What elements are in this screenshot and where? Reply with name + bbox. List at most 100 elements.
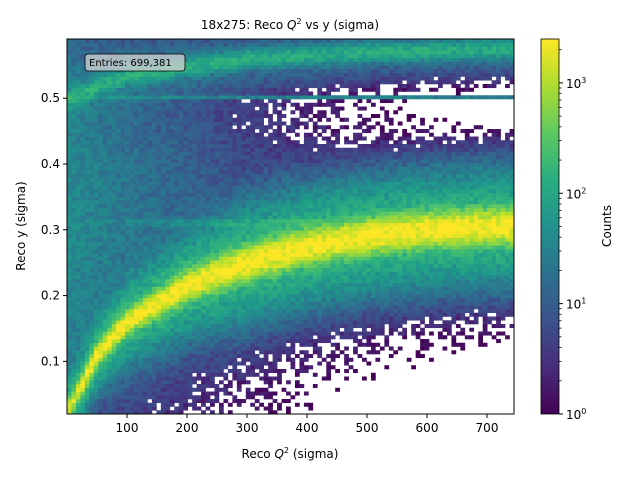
- heatmap-cell: [245, 170, 251, 175]
- heatmap-cell: [210, 147, 215, 152]
- heatmap-cell: [134, 132, 139, 137]
- heatmap-cell: [281, 72, 287, 77]
- heatmap-cell: [93, 114, 99, 119]
- heatmap-cell: [236, 297, 242, 302]
- heatmap-cell: [187, 282, 193, 287]
- heatmap-cell: [214, 91, 220, 96]
- heatmap-cell: [227, 129, 233, 134]
- heatmap-cell: [134, 410, 139, 415]
- heatmap-cell: [205, 215, 211, 220]
- heatmap-cell: [192, 339, 197, 344]
- heatmap-cell: [254, 91, 260, 96]
- heatmap-cell: [134, 305, 139, 310]
- heatmap-cell: [138, 241, 144, 246]
- heatmap-cell: [241, 226, 247, 231]
- heatmap-cell: [89, 365, 95, 370]
- heatmap-cell: [183, 121, 188, 126]
- heatmap-cell: [116, 320, 121, 325]
- heatmap-cell: [241, 215, 247, 220]
- heatmap-cell: [102, 181, 108, 186]
- heatmap-cell: [142, 282, 148, 287]
- heatmap-cell: [281, 80, 287, 85]
- heatmap-cell: [111, 402, 117, 407]
- heatmap-cell: [196, 159, 202, 164]
- heatmap-cell: [84, 237, 90, 242]
- heatmap-cell: [151, 181, 157, 186]
- heatmap-cell: [210, 234, 215, 239]
- heatmap-cell: [254, 114, 260, 119]
- heatmap-cell: [75, 290, 81, 295]
- heatmap-cell: [75, 162, 81, 167]
- heatmap-cell: [107, 256, 112, 261]
- heatmap-cell: [67, 185, 72, 190]
- heatmap-cell: [151, 46, 157, 51]
- heatmap-cell: [210, 384, 215, 389]
- heatmap-cell: [214, 324, 220, 329]
- heatmap-cell: [165, 162, 171, 167]
- heatmap-cell: [102, 80, 108, 85]
- heatmap-cell: [75, 95, 81, 100]
- heatmap-cell: [138, 256, 144, 261]
- heatmap-cell: [169, 286, 175, 291]
- heatmap-cell: [165, 226, 171, 231]
- heatmap-cell: [98, 211, 104, 216]
- heatmap-cell: [201, 204, 206, 209]
- heatmap-cell: [272, 102, 278, 107]
- heatmap-cell: [183, 249, 188, 254]
- heatmap-cell: [192, 219, 197, 224]
- heatmap-cell: [165, 166, 171, 171]
- heatmap-cell: [84, 144, 90, 149]
- heatmap-cell: [107, 155, 112, 160]
- heatmap-cell: [183, 110, 188, 115]
- heatmap-cell: [174, 200, 180, 205]
- heatmap-cell: [183, 234, 188, 239]
- heatmap-cell: [98, 42, 104, 47]
- heatmap-cell: [286, 80, 291, 85]
- heatmap-cell: [187, 395, 193, 400]
- heatmap-cell: [201, 387, 206, 392]
- heatmap-cell: [290, 147, 296, 152]
- heatmap-cell: [227, 335, 233, 340]
- heatmap-cell: [254, 132, 260, 137]
- heatmap-cell: [290, 301, 296, 306]
- heatmap-cell: [165, 301, 171, 306]
- heatmap-cell: [107, 99, 112, 104]
- heatmap-cell: [102, 230, 108, 235]
- heatmap-cell: [290, 241, 296, 246]
- heatmap-cell: [196, 196, 202, 201]
- heatmap-cell: [160, 354, 166, 359]
- heatmap-cell: [71, 69, 77, 74]
- heatmap-cell: [169, 380, 175, 385]
- heatmap-cell: [201, 346, 206, 351]
- heatmap-cell: [245, 147, 251, 152]
- heatmap-cell: [125, 192, 130, 197]
- heatmap-cell: [169, 110, 175, 115]
- heatmap-cell: [196, 241, 202, 246]
- heatmap-cell: [111, 301, 117, 306]
- heatmap-cell: [80, 350, 86, 355]
- heatmap-cell: [268, 219, 273, 224]
- heatmap-cell: [80, 136, 86, 141]
- heatmap-cell: [71, 372, 77, 377]
- heatmap-cell: [232, 144, 238, 149]
- heatmap-cell: [241, 399, 247, 404]
- heatmap-cell: [227, 50, 233, 55]
- heatmap-cell: [89, 207, 95, 212]
- heatmap-cell: [187, 117, 193, 122]
- heatmap-cell: [205, 249, 211, 254]
- heatmap-cell: [218, 166, 224, 171]
- heatmap-cell: [165, 294, 171, 299]
- heatmap-cell: [165, 406, 171, 411]
- heatmap-cell: [129, 166, 135, 171]
- heatmap-cell: [98, 387, 104, 392]
- heatmap-cell: [165, 237, 171, 242]
- heatmap-cell: [281, 294, 287, 299]
- heatmap-cell: [71, 399, 77, 404]
- heatmap-cell: [263, 151, 269, 156]
- heatmap-cell: [142, 320, 148, 325]
- heatmap-cell: [201, 72, 206, 77]
- heatmap-cell: [236, 249, 242, 254]
- heatmap-cell: [111, 155, 117, 160]
- heatmap-cell: [125, 286, 130, 291]
- heatmap-cell: [192, 305, 197, 310]
